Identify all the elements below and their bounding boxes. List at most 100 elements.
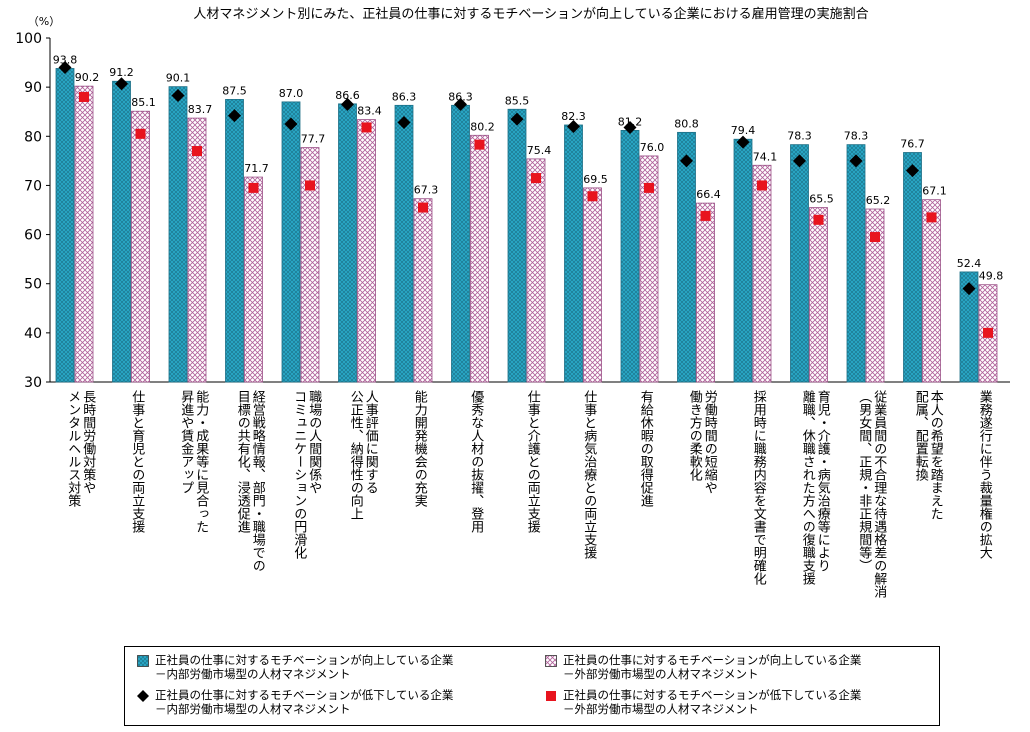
value-label: 66.4 xyxy=(696,188,721,201)
marker-diamond xyxy=(454,97,467,111)
marker-diamond xyxy=(58,60,72,74)
value-label: 80.2 xyxy=(470,120,495,133)
value-label: 90.1 xyxy=(166,72,191,85)
value-label: 74.1 xyxy=(753,150,778,163)
category-label: 採用時に職務内容を文書で明確化 xyxy=(751,390,767,586)
value-label: 65.2 xyxy=(866,194,891,207)
bar-group xyxy=(55,68,998,383)
y-tick-label: 90 xyxy=(24,80,42,96)
bar-inner-up xyxy=(55,68,75,383)
value-label: 83.7 xyxy=(188,103,213,116)
marker-square xyxy=(700,210,711,221)
value-label: 75.4 xyxy=(527,144,552,157)
bar-inner-up xyxy=(790,144,809,383)
bar-outer-up xyxy=(865,208,885,383)
category-label: （男女間、正規・非正規間等） xyxy=(856,390,872,572)
marker-diamond xyxy=(623,120,637,134)
bar-outer-up xyxy=(244,176,263,383)
value-label: 91.2 xyxy=(109,66,134,79)
bar-inner-up xyxy=(564,124,583,383)
bar-inner-up xyxy=(281,101,301,383)
value-label: 86.3 xyxy=(448,90,473,103)
bar-outer-up xyxy=(696,202,715,383)
value-label: 80.8 xyxy=(674,117,699,130)
bar-inner-up xyxy=(507,108,527,383)
bar-inner-up xyxy=(846,144,866,383)
value-label: 79.4 xyxy=(731,124,756,137)
value-label: 76.7 xyxy=(900,138,925,151)
marker-square xyxy=(361,122,372,133)
value-label: 86.6 xyxy=(335,89,360,102)
legend-label-line1: 正社員の仕事に対するモチベーションが向上している企業 xyxy=(563,653,862,667)
bar-inner-up xyxy=(338,103,357,383)
bar-outer-up xyxy=(470,134,489,383)
bar-inner-up xyxy=(394,104,414,383)
marker-square xyxy=(983,327,993,338)
category-label: 業務遂行に伴う裁量権の拡大 xyxy=(977,389,993,559)
marker-square xyxy=(644,182,654,193)
marker-square xyxy=(474,139,485,150)
legend-diamond-icon xyxy=(137,690,149,702)
legend-label-line1: 正社員の仕事に対するモチベーションが低下している企業 xyxy=(563,688,862,702)
marker-diamond xyxy=(962,282,976,296)
category-label: 目標の共有化、浸透促進 xyxy=(235,390,251,534)
marker-square xyxy=(305,180,315,191)
marker-diamond xyxy=(849,154,863,168)
value-label: 93.8 xyxy=(53,53,78,66)
value-label: 78.3 xyxy=(787,130,812,143)
value-label: 67.3 xyxy=(414,184,439,197)
bar-outer-up xyxy=(74,85,94,383)
category-label: 職場の人間関係や xyxy=(306,390,322,494)
value-label: 78.3 xyxy=(844,130,869,143)
legend-label-line2: －外部労働市場型の人材マネジメント xyxy=(563,702,759,716)
marker-diamond xyxy=(115,77,128,91)
value-label: 67.1 xyxy=(922,185,947,198)
marker-group xyxy=(58,60,993,338)
bar-chart: 人材マネジメント別にみた、正社員の仕事に対するモチベーションが向上している企業に… xyxy=(15,6,1010,598)
category-label: 有給休暇の取得促進 xyxy=(638,390,654,508)
category-label: メンタルヘルス対策 xyxy=(65,390,81,507)
category-label: 仕事と介護との両立支援 xyxy=(525,390,541,533)
category-label: コミュニケーションの円滑化 xyxy=(291,390,307,560)
value-label: 87.0 xyxy=(279,87,304,100)
marker-diamond xyxy=(906,164,919,178)
marker-diamond xyxy=(793,154,806,168)
legend-label-line2: －外部労働市場型の人材マネジメント xyxy=(563,667,759,681)
marker-diamond xyxy=(567,119,580,133)
bar-outer-up xyxy=(187,117,207,383)
marker-diamond xyxy=(397,116,411,130)
legend-item-outer-up: 正社員の仕事に対するモチベーションが向上している企業 －外部労働市場型の人材マネジ… xyxy=(545,653,861,681)
value-label: 49.8 xyxy=(979,270,1004,283)
marker-square xyxy=(813,214,824,225)
marker-diamond xyxy=(341,97,354,111)
value-label: 85.1 xyxy=(131,96,156,109)
marker-diamond xyxy=(736,135,750,149)
marker-square xyxy=(135,128,146,139)
bar-outer-up xyxy=(752,164,772,383)
legend-square-icon xyxy=(546,691,556,701)
marker-diamond xyxy=(284,117,298,131)
category-label: 離職、休職された方への復職支援 xyxy=(800,390,816,585)
legend-item-inner-down: 正社員の仕事に対するモチベーションが低下している企業 －内部労働市場型の人材マネジ… xyxy=(137,688,453,716)
y-tick-label: 60 xyxy=(24,228,42,244)
bar-inner-up xyxy=(451,104,470,383)
y-tick-label: 100 xyxy=(15,31,42,47)
value-label: 86.3 xyxy=(392,90,417,103)
y-axis-ticks: 30 40 50 60 70 80 90 100 xyxy=(15,31,50,391)
bar-inner-up xyxy=(112,80,131,383)
legend-label-line2: －内部労働市場型の人材マネジメント xyxy=(155,702,351,716)
marker-diamond xyxy=(228,109,241,123)
bar-outer-up xyxy=(357,119,376,383)
marker-square xyxy=(248,182,259,193)
marker-square xyxy=(418,202,428,213)
bar-inner-up xyxy=(959,271,979,383)
legend-swatch-blue-bar xyxy=(137,655,149,667)
category-label: 育児・介護・病気治療等により xyxy=(815,389,831,572)
legend-label-line1: 正社員の仕事に対するモチベーションが向上している企業 xyxy=(155,653,454,667)
value-label: 69.5 xyxy=(583,173,608,186)
legend-swatch-pink-bar xyxy=(545,655,557,667)
value-label-group: 93.8 90.2 91.2 85.1 90.1 83.7 87.5 71.7 87.0 77.7… xyxy=(53,53,1004,282)
category-label: 人事評価に関する xyxy=(363,390,379,494)
category-label: 経営戦略情報、部門・職場での xyxy=(250,390,266,572)
